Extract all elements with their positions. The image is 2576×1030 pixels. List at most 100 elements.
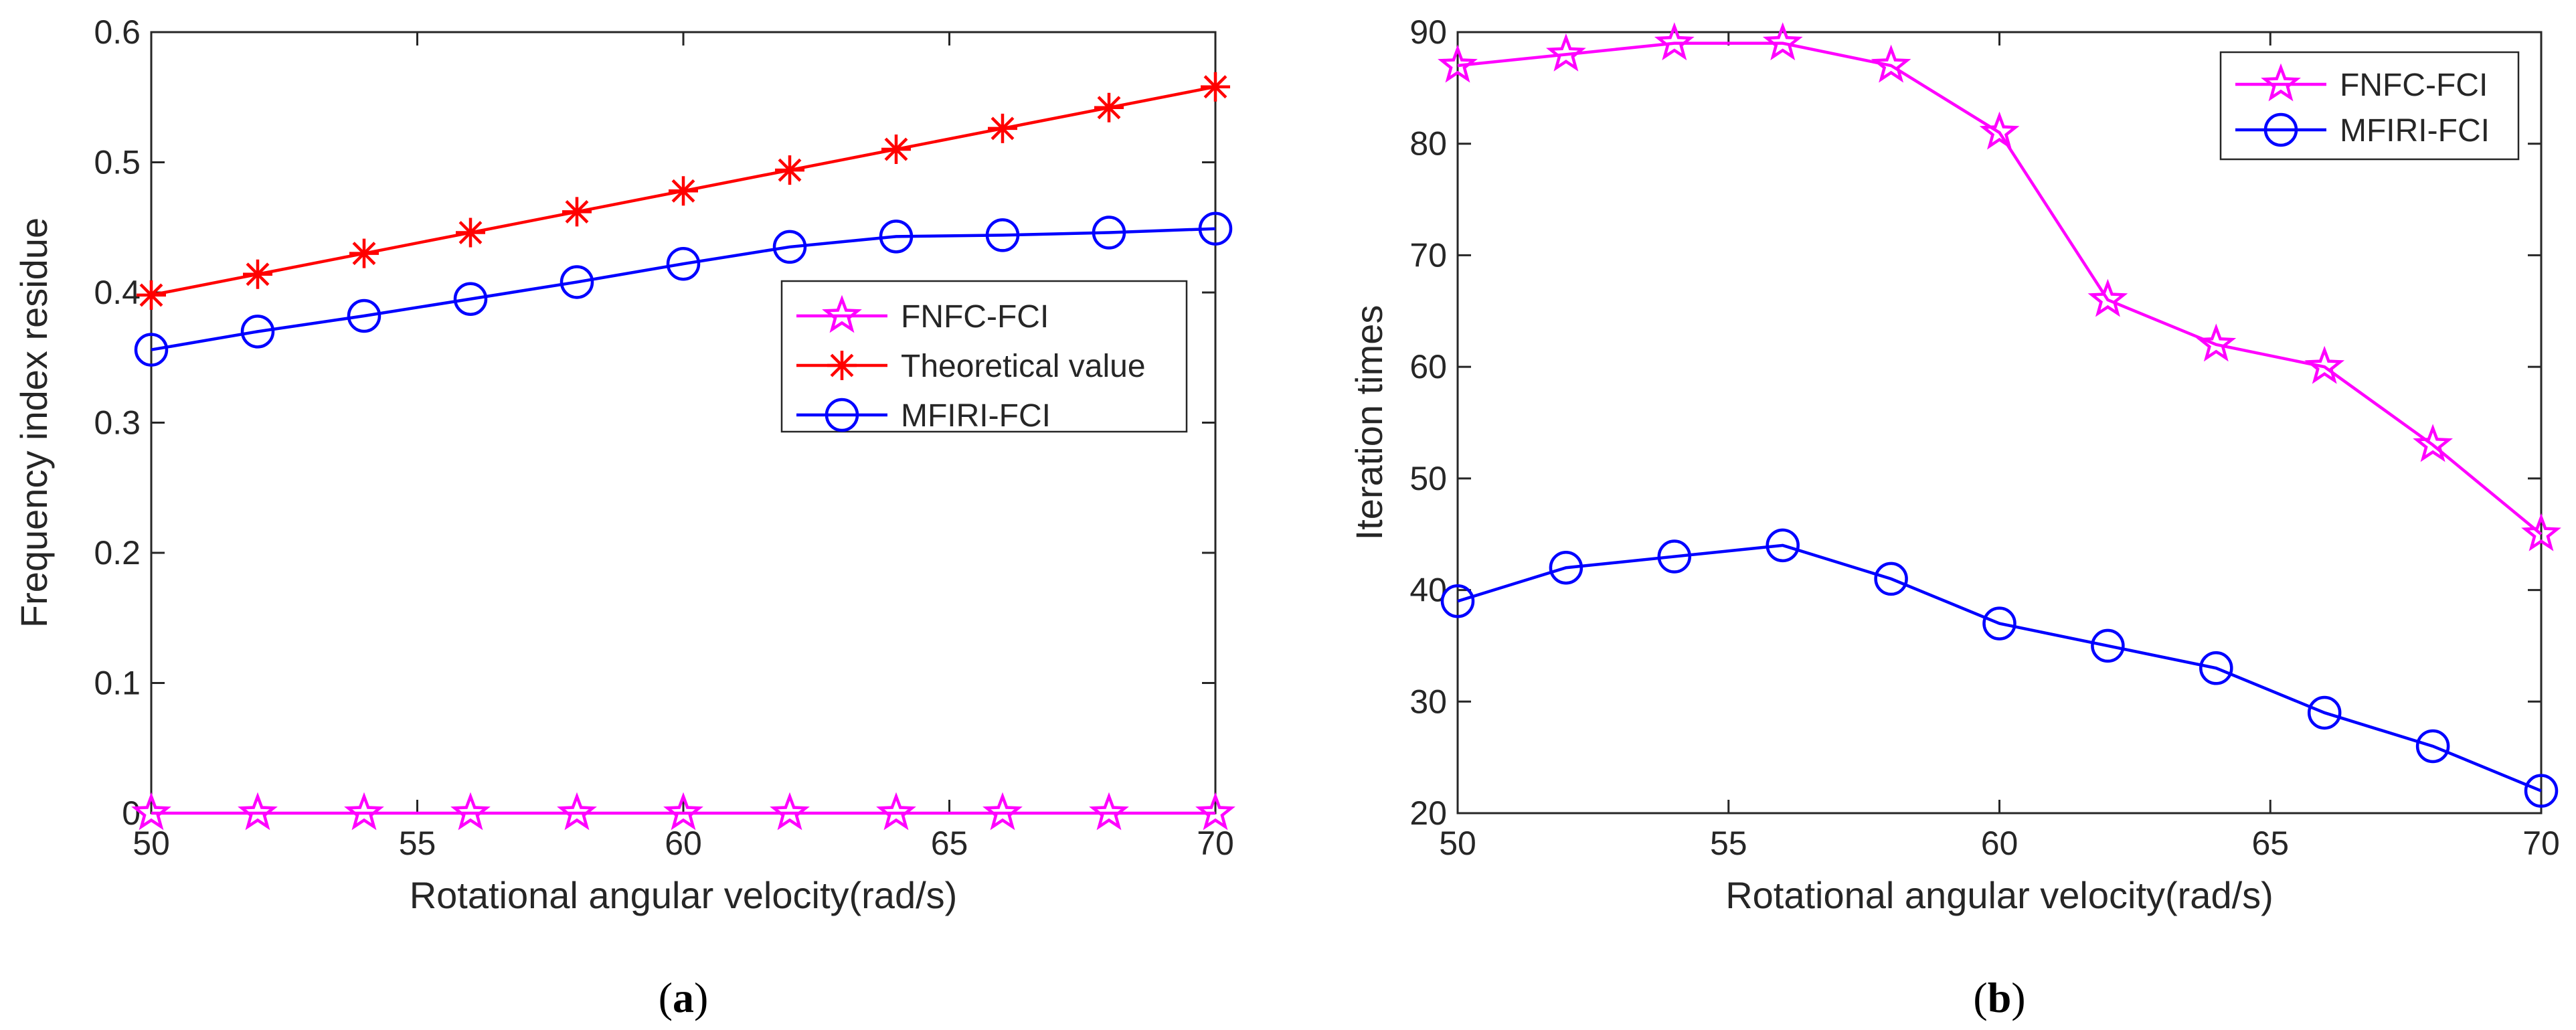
y-tick-label: 60 xyxy=(1409,348,1447,385)
data-point xyxy=(2521,513,2561,551)
caption-open: ( xyxy=(659,974,673,1021)
data-point-d2 xyxy=(246,262,270,286)
legend-marker xyxy=(822,294,862,333)
legend-label: FNFC-FCI xyxy=(901,299,1049,335)
data-point xyxy=(2415,729,2450,764)
x-axis-label: Rotational angular velocity(rad/s) xyxy=(1725,874,2273,916)
data-point xyxy=(450,792,491,831)
y-axis-label: Iteration times xyxy=(1348,305,1390,541)
legend: FNFC-FCI Theoretical value MFIRI-FCI xyxy=(780,280,1188,434)
data-point xyxy=(772,230,807,264)
y-tick-label: 0.5 xyxy=(94,144,141,181)
data-point-d2 xyxy=(671,179,695,203)
y-tick-label: 0.2 xyxy=(94,534,141,572)
data-point xyxy=(2307,695,2342,730)
y-axis-label: Frequency index residue xyxy=(13,218,55,628)
x-tick-label: 65 xyxy=(2251,825,2289,862)
caption-open: ( xyxy=(1973,974,1987,1021)
chart-a: 50 55 60 65 70 0 0.1 0.2 0.3 0.4 0.5 0.6 Rotational … xyxy=(13,13,1235,1021)
series-line xyxy=(1457,41,2543,535)
data-point xyxy=(1657,539,1692,574)
legend-label: MFIRI-FCI xyxy=(901,398,1051,434)
data-point xyxy=(2524,774,2559,808)
data-point xyxy=(2091,628,2125,663)
caption-close: ) xyxy=(2011,974,2025,1021)
y-tick-label: 0.4 xyxy=(94,274,141,311)
data-point xyxy=(453,282,488,316)
data-point xyxy=(879,220,914,254)
caption-letter: b xyxy=(1988,974,2012,1021)
x-tick-label: 70 xyxy=(2522,825,2560,862)
x-tick-label: 50 xyxy=(1439,825,1476,862)
data-point-d2 xyxy=(1203,75,1227,99)
data-point-d2 xyxy=(991,116,1015,141)
series-mfiri-fci xyxy=(134,211,1233,367)
x-axis-label: Rotational angular velocity(rad/s) xyxy=(410,874,958,916)
legend-marker xyxy=(2261,63,2301,102)
caption-letter: a xyxy=(673,974,694,1021)
data-point xyxy=(876,792,916,831)
data-point xyxy=(985,218,1020,252)
x-tick-label: 60 xyxy=(665,825,702,862)
y-tick-label: 40 xyxy=(1409,572,1447,609)
data-point xyxy=(1201,72,1230,102)
legend-label: FNFC-FCI xyxy=(2340,68,2488,103)
data-point xyxy=(347,298,381,333)
x-tick-label: 55 xyxy=(1710,825,1747,862)
data-point xyxy=(560,265,594,299)
y-tick-label: 0.3 xyxy=(94,404,141,442)
data-point xyxy=(456,218,485,248)
series-theoretical-value xyxy=(137,72,1230,310)
data-point xyxy=(2196,323,2237,362)
data-point xyxy=(1094,92,1124,122)
data-point-d2 xyxy=(139,283,163,307)
series-mfiri-fci xyxy=(1440,528,2559,808)
data-point xyxy=(1198,211,1233,246)
data-point xyxy=(344,792,384,831)
data-point-d2 xyxy=(458,221,483,244)
data-point xyxy=(663,792,703,831)
data-point xyxy=(881,135,911,165)
series-line xyxy=(151,227,1216,351)
data-point xyxy=(2413,424,2453,462)
chart-b: 50 55 60 65 70 20 30 40 50 60 70 80 90 Rotational ang… xyxy=(1348,13,2561,1021)
data-point xyxy=(2087,278,2128,317)
legend-marker xyxy=(827,351,857,380)
data-point xyxy=(134,333,169,367)
legend: FNFC-FCI MFIRI-FCI xyxy=(2219,51,2520,161)
data-point xyxy=(770,792,810,831)
data-point-d2 xyxy=(565,199,589,224)
legend-marker-d2 xyxy=(830,353,854,377)
series-line xyxy=(1457,543,2542,792)
data-point xyxy=(2199,651,2233,685)
x-tick-label: 55 xyxy=(399,825,436,862)
data-point xyxy=(349,238,379,268)
legend-label: Theoretical value xyxy=(901,349,1146,384)
y-tick-label: 70 xyxy=(1409,236,1447,274)
data-point xyxy=(1766,528,1800,563)
data-point xyxy=(1654,22,1695,61)
data-point-d2 xyxy=(352,242,376,266)
data-point xyxy=(1979,111,2020,150)
data-point xyxy=(243,259,272,289)
data-point xyxy=(1546,33,1586,72)
caption-close: ) xyxy=(694,974,708,1021)
data-point xyxy=(1089,792,1129,831)
data-point xyxy=(1549,550,1583,585)
data-point xyxy=(1871,44,1911,83)
data-point xyxy=(1874,562,1908,596)
data-point xyxy=(137,280,166,310)
y-tick-label: 0.6 xyxy=(94,13,141,51)
data-point xyxy=(562,197,592,227)
data-point xyxy=(988,113,1017,143)
data-point xyxy=(775,155,804,185)
panel-caption: (b) xyxy=(1973,974,2025,1021)
data-point xyxy=(1438,44,1478,83)
data-point xyxy=(557,792,597,831)
data-point-d2 xyxy=(778,158,802,182)
series-fnfc-fci xyxy=(1438,22,2561,551)
data-point xyxy=(666,246,701,281)
y-tick-label: 50 xyxy=(1409,460,1447,497)
x-tick-label: 50 xyxy=(133,825,170,862)
data-point-d2 xyxy=(1097,96,1121,120)
